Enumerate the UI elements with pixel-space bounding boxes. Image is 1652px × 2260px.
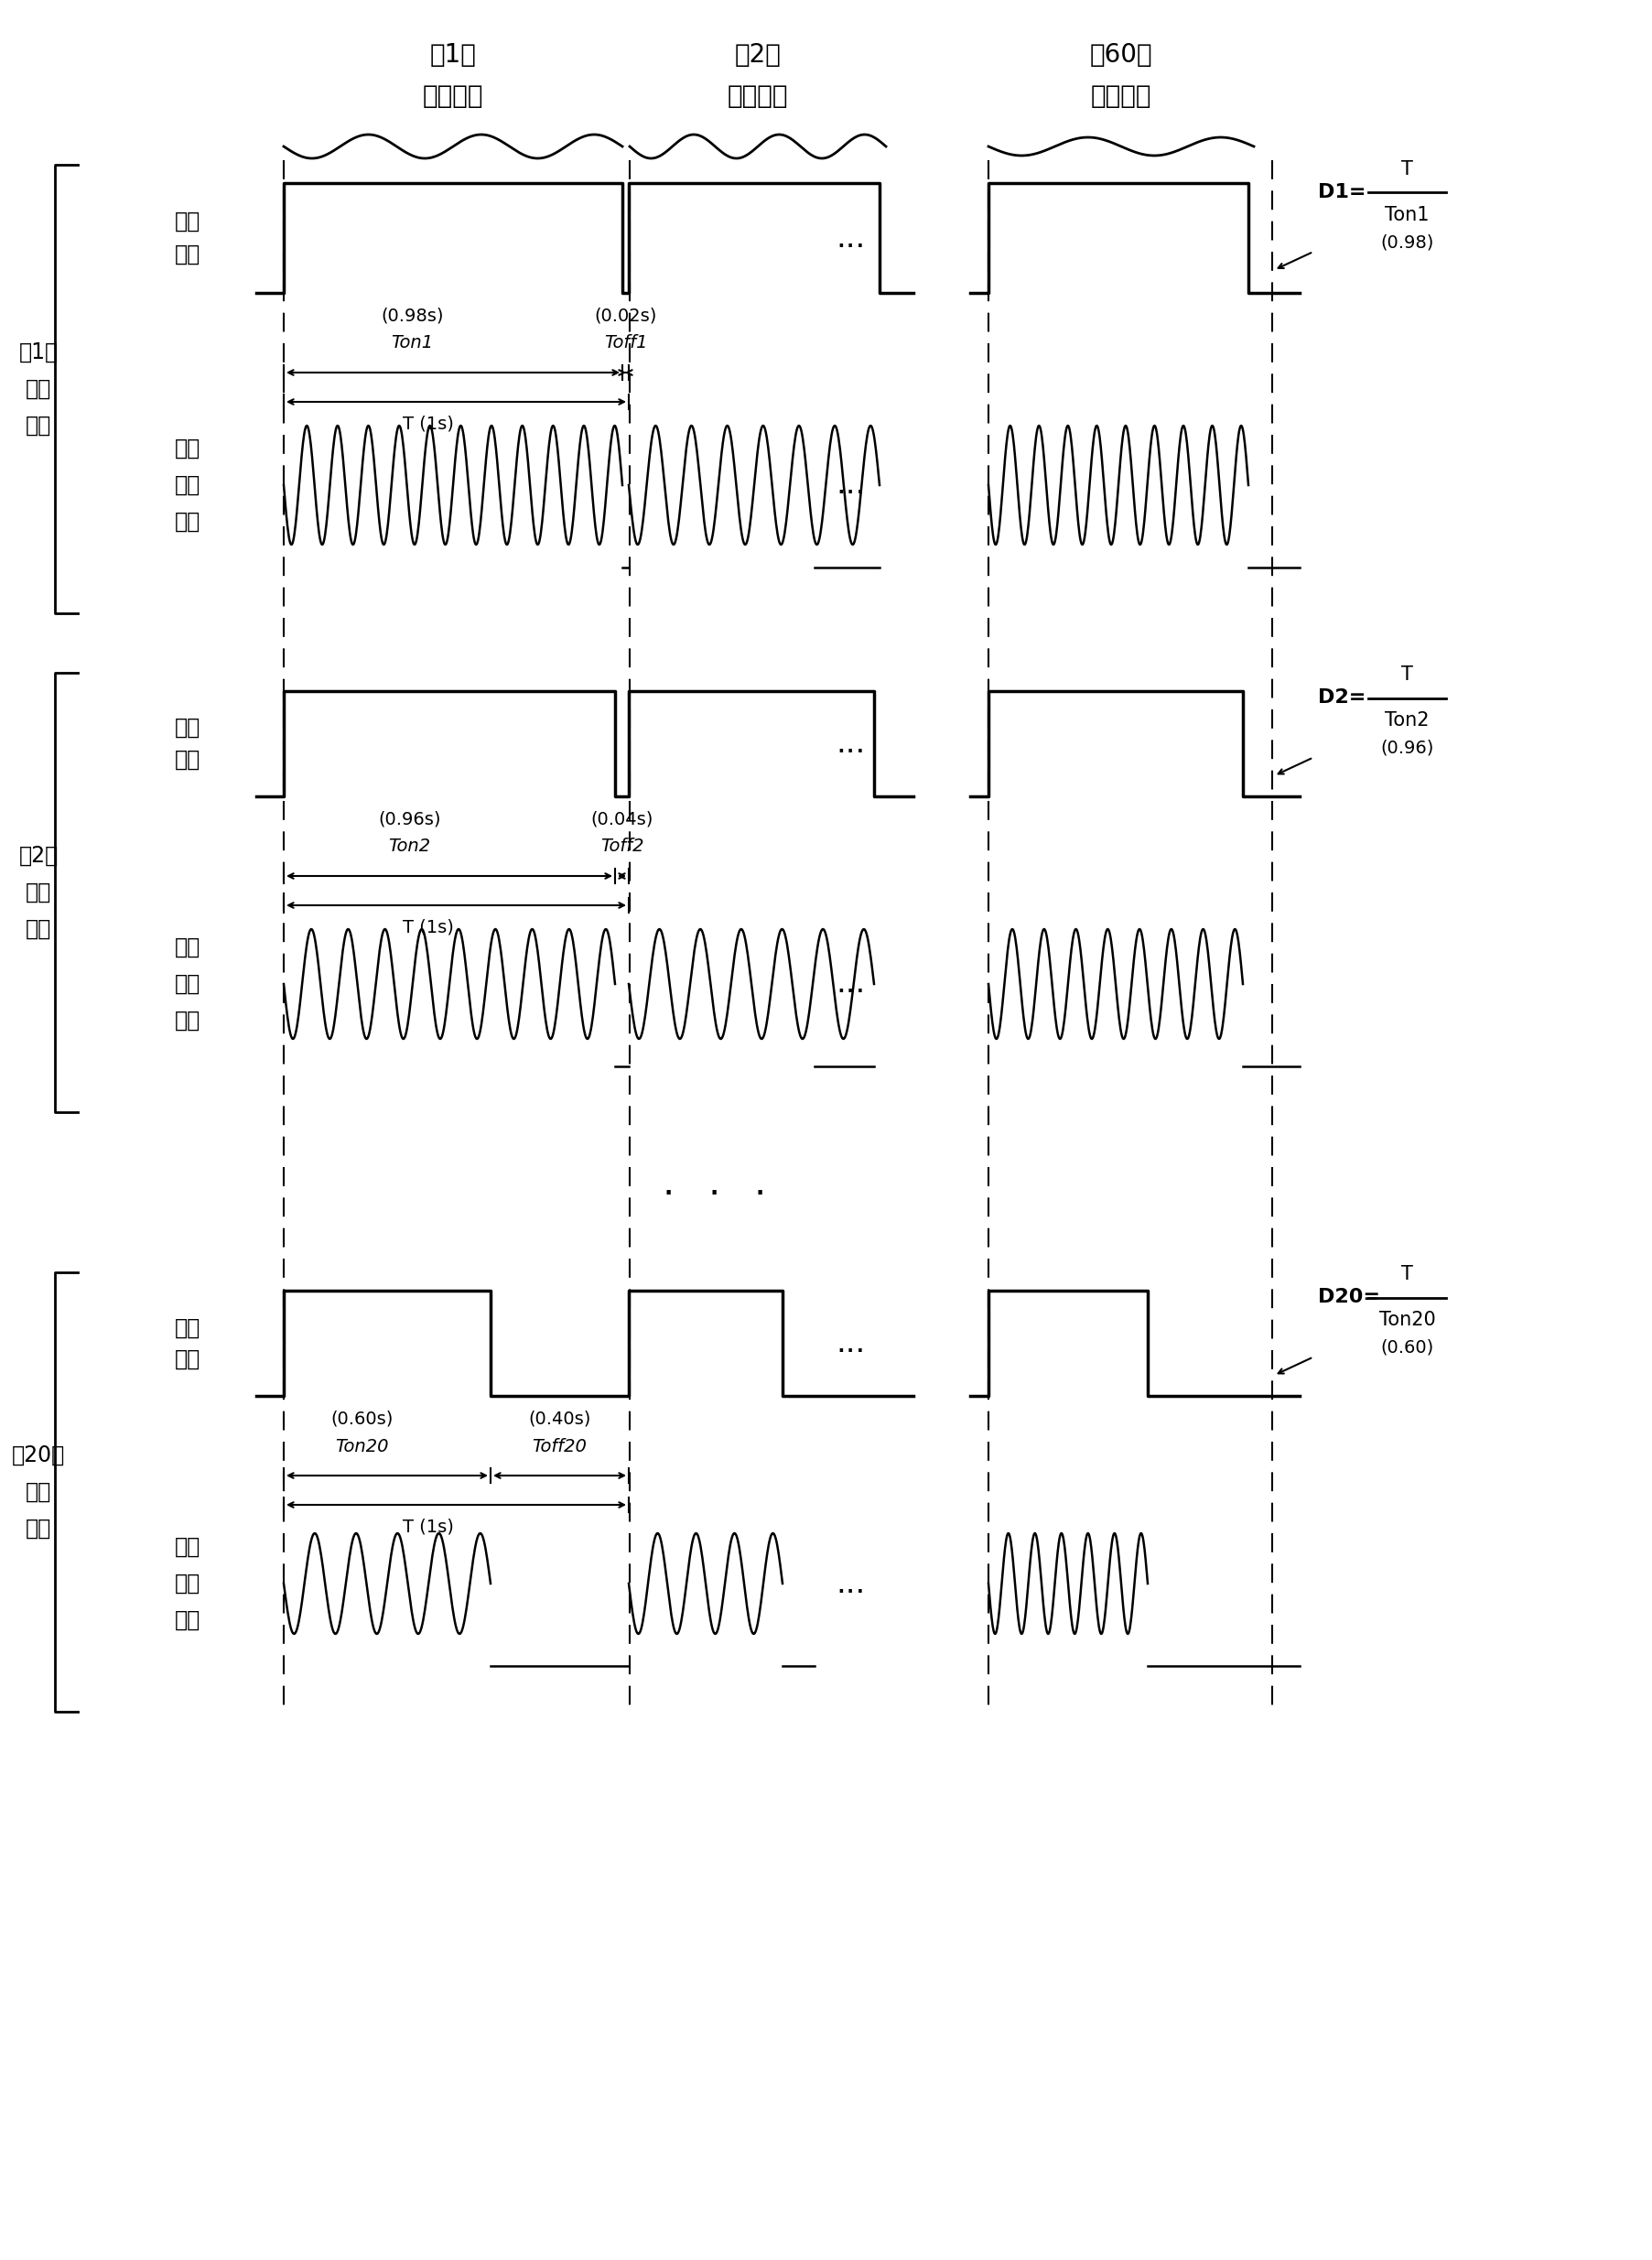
Text: D2=: D2= <box>1317 689 1365 707</box>
Text: 开关: 开关 <box>175 1347 200 1370</box>
Text: 电源: 电源 <box>175 210 200 233</box>
Text: (0.98s): (0.98s) <box>382 307 443 325</box>
Text: 阶段: 阶段 <box>25 1519 51 1539</box>
Text: T (1s): T (1s) <box>403 918 454 936</box>
Text: ·: · <box>662 1175 674 1214</box>
Text: (0.40s): (0.40s) <box>529 1410 591 1428</box>
Text: Toff2: Toff2 <box>600 838 643 854</box>
Text: Ton20: Ton20 <box>1378 1311 1434 1329</box>
Text: ...: ... <box>836 1568 866 1598</box>
Text: 市电: 市电 <box>175 511 200 533</box>
Text: ...: ... <box>836 728 866 759</box>
Text: 市电: 市电 <box>175 1609 200 1632</box>
Text: 第60次: 第60次 <box>1089 43 1151 68</box>
Text: 电源: 电源 <box>175 716 200 739</box>
Text: Toff20: Toff20 <box>532 1437 586 1455</box>
Text: Ton2: Ton2 <box>1384 712 1429 730</box>
Text: ·: · <box>707 1175 720 1214</box>
Text: (0.96s): (0.96s) <box>378 811 441 827</box>
Text: 开关: 开关 <box>175 748 200 771</box>
Text: ·: · <box>753 1175 765 1214</box>
Text: Ton2: Ton2 <box>388 838 431 854</box>
Text: D20=: D20= <box>1317 1288 1379 1306</box>
Text: (0.04s): (0.04s) <box>590 811 653 827</box>
Text: 电源开关: 电源开关 <box>1090 84 1151 108</box>
Text: 电源: 电源 <box>175 1318 200 1338</box>
Text: 阶段: 阶段 <box>25 918 51 940</box>
Text: 交流: 交流 <box>175 1573 200 1596</box>
Text: ...: ... <box>836 1329 866 1358</box>
Text: 检测: 检测 <box>25 377 51 400</box>
Text: 交流: 交流 <box>175 974 200 994</box>
Text: 检测: 检测 <box>25 1480 51 1503</box>
Text: ...: ... <box>836 970 866 999</box>
Text: Ton20: Ton20 <box>335 1437 388 1455</box>
Text: (0.60): (0.60) <box>1379 1340 1432 1356</box>
Text: (0.98): (0.98) <box>1379 233 1432 251</box>
Text: T (1s): T (1s) <box>403 416 454 432</box>
Text: 第2个: 第2个 <box>18 845 58 868</box>
Text: (0.60s): (0.60s) <box>330 1410 393 1428</box>
Text: 仿真: 仿真 <box>175 438 200 459</box>
Text: 第2次: 第2次 <box>733 43 781 68</box>
Text: T: T <box>1401 667 1412 685</box>
Text: T: T <box>1401 1266 1412 1284</box>
Text: Toff1: Toff1 <box>603 334 648 353</box>
Text: ...: ... <box>836 470 866 499</box>
Text: (0.96): (0.96) <box>1379 739 1432 757</box>
Text: 仿真: 仿真 <box>175 936 200 958</box>
Text: 市电: 市电 <box>175 1010 200 1031</box>
Text: (0.02s): (0.02s) <box>595 307 656 325</box>
Text: 仿真: 仿真 <box>175 1537 200 1557</box>
Text: 电源开关: 电源开关 <box>727 84 788 108</box>
Text: 开关: 开关 <box>175 244 200 264</box>
Text: 第20个: 第20个 <box>12 1444 64 1467</box>
Text: 交流: 交流 <box>175 475 200 497</box>
Text: Ton1: Ton1 <box>392 334 433 353</box>
Text: D1=: D1= <box>1317 183 1365 201</box>
Text: 第1个: 第1个 <box>18 341 58 364</box>
Text: T (1s): T (1s) <box>403 1519 454 1535</box>
Text: Ton1: Ton1 <box>1384 206 1429 224</box>
Text: T: T <box>1401 160 1412 179</box>
Text: 电源开关: 电源开关 <box>423 84 482 108</box>
Text: ...: ... <box>836 224 866 253</box>
Text: 阶段: 阶段 <box>25 414 51 436</box>
Text: 检测: 检测 <box>25 881 51 904</box>
Text: 第1次: 第1次 <box>430 43 476 68</box>
